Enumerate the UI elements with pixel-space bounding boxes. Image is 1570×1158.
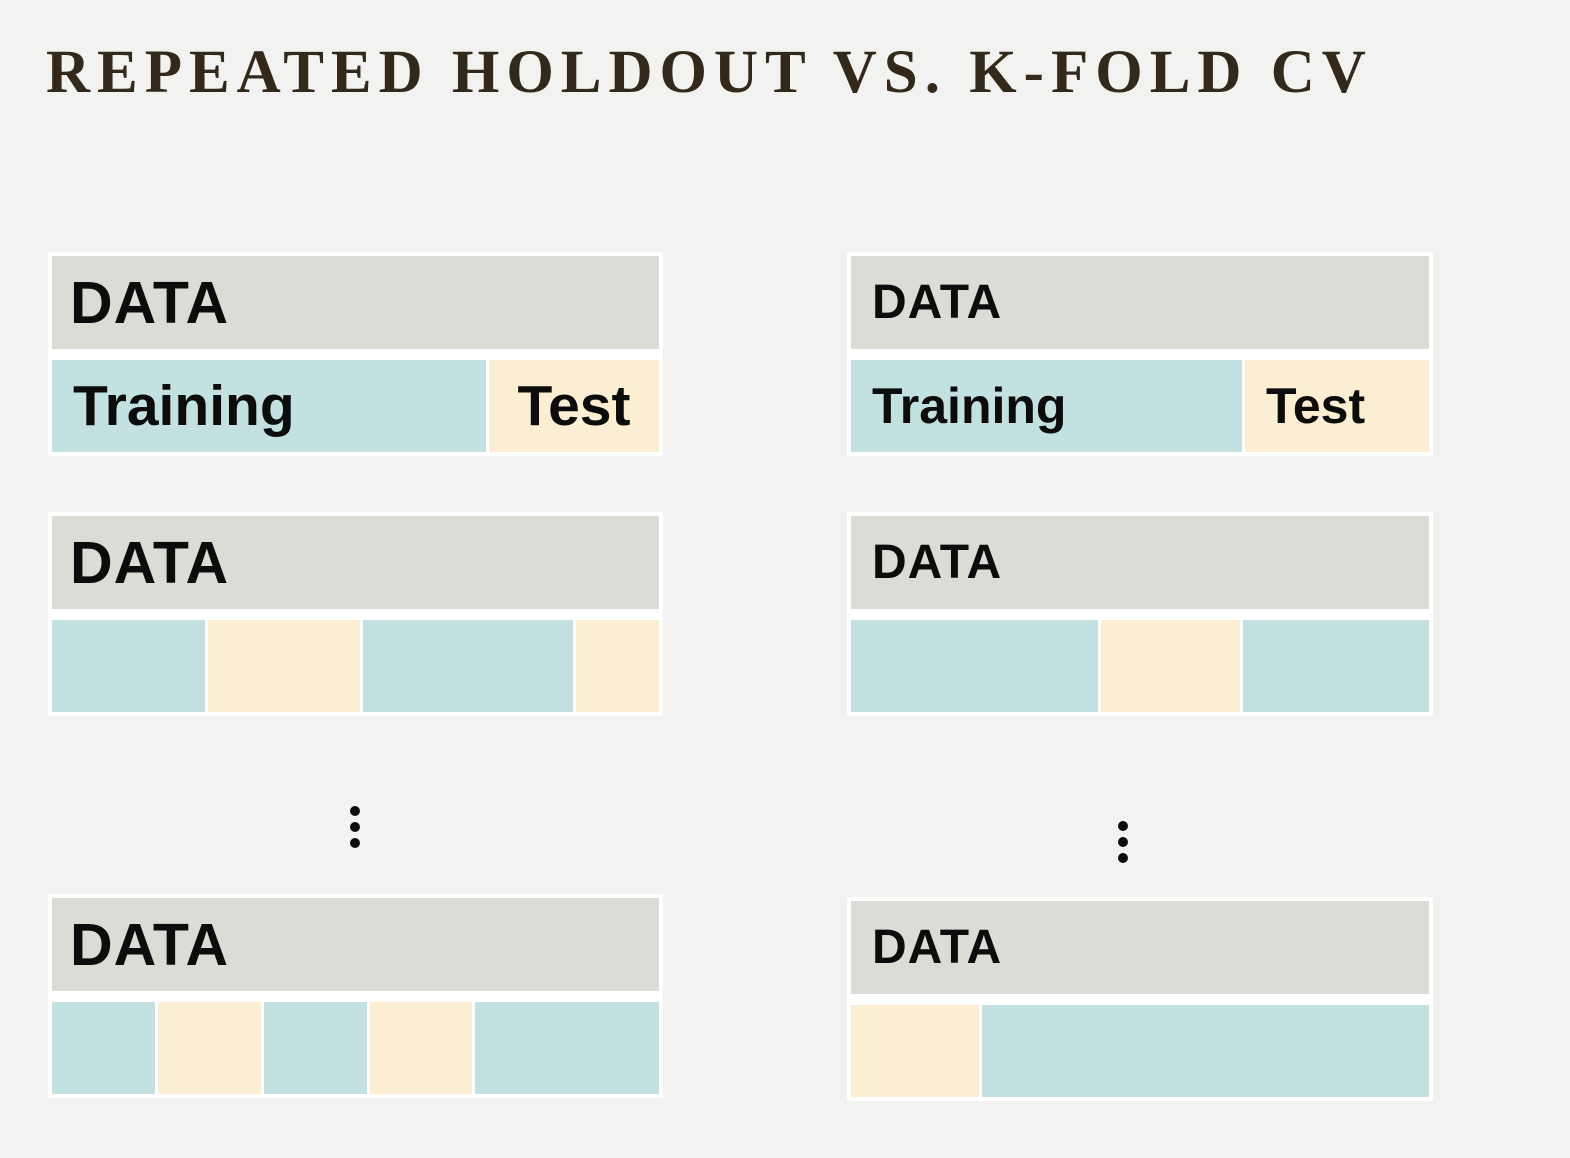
test-segment (851, 1005, 980, 1097)
data-label: DATA (872, 921, 1003, 974)
ellipsis-dot (1118, 853, 1128, 863)
holdout-split-2-strip (52, 620, 660, 712)
vertical-ellipsis-icon (1118, 821, 1128, 863)
data-label: DATA (872, 276, 1003, 329)
ellipsis-dot (350, 822, 360, 832)
data-label: DATA (70, 529, 230, 596)
holdout-split-n-strip (52, 1002, 659, 1094)
training-segment (264, 1002, 367, 1094)
kfold-fold-1-strip: Training Test (851, 360, 1429, 452)
test-segment (207, 620, 361, 712)
test-segment (369, 1002, 472, 1094)
training-segment-label: Training (872, 378, 1067, 434)
ellipsis-dot (1118, 821, 1128, 831)
test-segment (575, 620, 660, 712)
data-header-bar: DATA (851, 516, 1429, 609)
data-label: DATA (70, 911, 230, 978)
page-title: REPEATED HOLDOUT VS. K-FOLD CV (46, 39, 1373, 106)
training-segment (363, 620, 573, 712)
data-label: DATA (872, 536, 1003, 589)
training-segment (982, 1005, 1429, 1097)
kfold-fold-2-card: DATA (847, 512, 1433, 716)
ellipsis-dot (1118, 837, 1128, 847)
kfold-fold-k-strip (851, 1005, 1429, 1097)
test-segment-label: Test (517, 374, 631, 438)
test-segment: Test (489, 360, 659, 452)
vertical-ellipsis-icon (350, 806, 360, 848)
kfold-fold-1-card: DATA Training Test (847, 252, 1433, 456)
test-segment-label: Test (1266, 378, 1366, 434)
data-header-bar: DATA (851, 256, 1429, 349)
data-header-bar: DATA (52, 516, 659, 609)
training-segment (52, 1002, 156, 1094)
kfold-fold-k-card: DATA (847, 897, 1433, 1101)
training-segment-label: Training (73, 374, 295, 438)
training-segment (52, 620, 205, 712)
ellipsis-dot (350, 806, 360, 816)
training-segment: Training (52, 360, 486, 452)
kfold-fold-2-strip (851, 620, 1429, 712)
holdout-split-1-card: DATA Training Test (48, 252, 663, 456)
data-header-bar: DATA (851, 901, 1429, 994)
training-segment (474, 1002, 659, 1094)
test-segment (158, 1002, 262, 1094)
training-segment (851, 620, 1098, 712)
test-segment: Test (1245, 360, 1429, 452)
data-header-bar: DATA (52, 898, 659, 991)
holdout-split-1-strip: Training Test (52, 360, 659, 452)
training-segment (1243, 620, 1429, 712)
data-header-bar: DATA (52, 256, 659, 349)
data-label: DATA (70, 269, 230, 336)
ellipsis-dot (350, 838, 360, 848)
holdout-split-n-card: DATA (48, 894, 663, 1098)
training-segment: Training (851, 360, 1242, 452)
test-segment (1100, 620, 1241, 712)
holdout-split-2-card: DATA (48, 512, 663, 716)
